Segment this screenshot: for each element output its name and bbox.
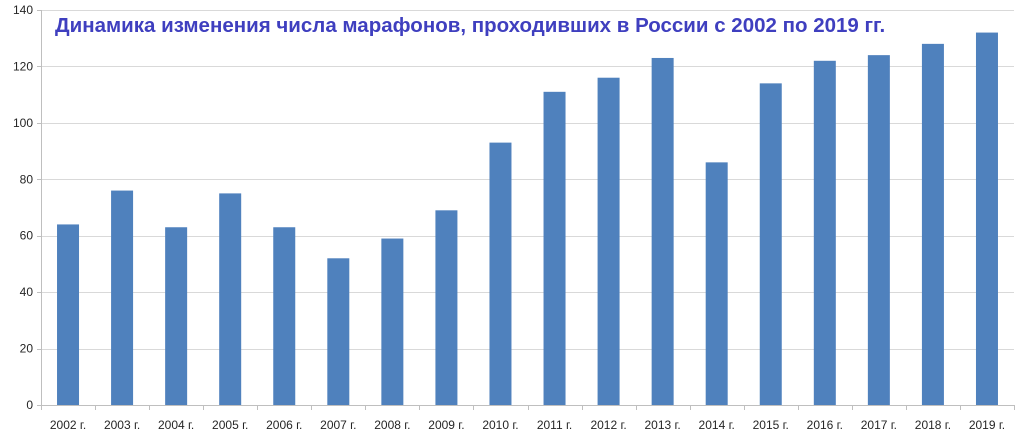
bar: [651, 57, 674, 406]
bar: [219, 193, 242, 405]
bar: [327, 258, 350, 405]
x-tick-label: 2018 г.: [915, 418, 951, 432]
x-tick-label: 2012 г.: [590, 418, 626, 432]
x-tick-label: 2016 г.: [807, 418, 843, 432]
bar: [165, 227, 188, 405]
y-tick-label: 0: [26, 398, 33, 412]
axes: [37, 10, 1015, 410]
y-tick-label: 80: [20, 172, 34, 186]
bar: [273, 227, 296, 405]
y-tick-label: 140: [13, 3, 33, 17]
gridlines: [41, 10, 1014, 350]
x-tick-label: 2009 г.: [428, 418, 464, 432]
bars: [57, 32, 998, 406]
bar: [435, 210, 458, 405]
x-tick-label: 2019 г.: [969, 418, 1005, 432]
y-tick-labels: 0 20 40 60 80 100 120 140: [13, 3, 33, 412]
bar: [867, 55, 890, 405]
x-tick-labels: 2002 г. 2003 г. 2004 г. 2005 г. 2006 г. 2007 …: [50, 418, 1005, 432]
x-tick-label: 2008 г.: [374, 418, 410, 432]
x-tick-label: 2014 г.: [699, 418, 735, 432]
chart-title: Динамика изменения числа марафонов, прох…: [55, 14, 885, 37]
y-tick-label: 100: [13, 116, 33, 130]
bar: [489, 142, 512, 406]
x-tick-label: 2013 г.: [644, 418, 680, 432]
x-tick-label: 2004 г.: [158, 418, 194, 432]
x-tick-label: 2005 г.: [212, 418, 248, 432]
y-tick-label: 120: [13, 59, 33, 73]
bar: [921, 43, 944, 406]
x-tick-label: 2007 г.: [320, 418, 356, 432]
x-tick-label: 2006 г.: [266, 418, 302, 432]
bar: [597, 77, 620, 406]
y-tick-label: 60: [20, 229, 34, 243]
bar: [705, 162, 728, 405]
y-tick-label: 20: [20, 342, 34, 356]
bar: [813, 60, 836, 405]
bar: [111, 190, 134, 405]
bar: [543, 91, 566, 405]
x-tick-label: 2015 г.: [753, 418, 789, 432]
bar: [381, 238, 404, 405]
x-tick-label: 2002 г.: [50, 418, 86, 432]
y-tick-label: 40: [20, 285, 34, 299]
x-tick-label: 2010 г.: [482, 418, 518, 432]
bar: [57, 224, 80, 405]
x-tick-label: 2017 г.: [861, 418, 897, 432]
bar: [759, 83, 782, 406]
x-tick-label: 2011 г.: [537, 418, 572, 432]
x-tick-label: 2003 г.: [104, 418, 140, 432]
bar: [975, 32, 998, 405]
